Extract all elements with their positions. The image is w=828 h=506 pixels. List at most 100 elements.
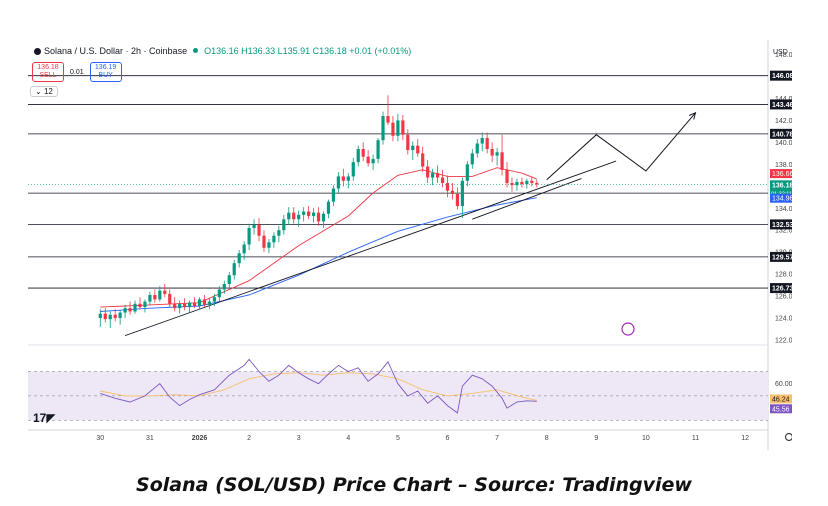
level-price-label: 126.73	[772, 286, 792, 293]
sell-button[interactable]: 136.18 SELL	[32, 62, 64, 82]
ohlc-readout: O136.16 H136.33 L135.91 C136.18 +0.01 (+…	[204, 46, 412, 56]
candle-body	[202, 299, 207, 305]
candle-body	[207, 301, 212, 305]
level-price-label: 132.53	[772, 222, 792, 229]
candle-body	[123, 308, 127, 313]
rsi-value-label: 45.56	[772, 406, 790, 413]
candle-body	[376, 140, 380, 159]
candle-body	[455, 194, 460, 207]
logo-text: 17	[33, 411, 47, 425]
candle-body	[148, 294, 152, 302]
time-tick-label: 9	[594, 435, 598, 442]
time-tick-label: 11	[692, 435, 699, 442]
candle-body	[391, 122, 395, 136]
candle-body	[450, 190, 455, 194]
price-chart[interactable]: USD122.00124.00126.00128.00130.00132.001…	[28, 40, 792, 450]
candle-body	[163, 290, 167, 294]
candle-body	[247, 228, 251, 245]
level-price-tag	[770, 219, 792, 230]
candle-body	[143, 301, 147, 308]
candle-body	[411, 145, 415, 151]
candle-body	[401, 120, 405, 135]
time-tick-label: 10	[642, 435, 650, 442]
time-tick-label: 13	[791, 435, 792, 442]
candle-body	[520, 181, 524, 185]
candle-body	[272, 235, 276, 243]
rsi-tick-label: 60.00	[775, 381, 792, 388]
candle-body	[381, 116, 385, 141]
candle-body	[406, 134, 410, 151]
candle-body	[515, 181, 519, 186]
buy-price: 136.19	[94, 64, 117, 71]
rsi-value-tag	[770, 404, 792, 414]
candle-body	[103, 313, 107, 320]
indicators-toggle[interactable]: ⌄ 12	[30, 86, 58, 97]
candle-body	[535, 183, 539, 185]
projection-arrowhead	[688, 111, 697, 120]
chevron-down-icon: ⌄	[35, 87, 42, 96]
candle-body	[485, 138, 489, 149]
candle-body	[500, 152, 504, 170]
candle-body	[128, 308, 132, 312]
price-tick-label: 126.00	[775, 294, 792, 301]
candle-body	[98, 313, 102, 319]
trendline	[124, 160, 617, 337]
candle-body	[445, 183, 450, 191]
candle-body	[530, 180, 534, 184]
candle-body	[396, 120, 400, 136]
replay-icon[interactable]	[621, 322, 635, 336]
candle-body	[326, 201, 331, 214]
buy-button[interactable]: 136.19 BUY	[89, 62, 122, 82]
candle-body	[475, 143, 479, 154]
candle-body	[356, 148, 360, 163]
candle-body	[183, 303, 187, 308]
settings-gear-icon[interactable]	[784, 432, 793, 442]
figure-caption: Solana (SOL/USD) Price Chart – Source: T…	[136, 474, 692, 496]
candle-body	[311, 212, 316, 216]
time-tick-label: 6	[446, 435, 450, 442]
sell-label: SELL	[39, 72, 57, 79]
price-tick-label: 122.00	[775, 338, 792, 345]
time-tick-label: 3	[297, 435, 301, 442]
candle-body	[212, 297, 216, 302]
candle-body	[168, 293, 172, 304]
candle-body	[222, 284, 226, 290]
price-tick-label: 134.00	[775, 206, 792, 213]
rsi-ma-value-label: 46.24	[772, 396, 790, 403]
level-price-label: 140.78	[772, 131, 792, 138]
candle-body	[336, 176, 340, 189]
price-tick-label: 132.00	[775, 228, 792, 235]
candle-body	[173, 303, 177, 309]
candle-body	[138, 303, 142, 308]
candle-body	[302, 211, 306, 215]
symbol-dot-icon	[34, 48, 41, 55]
time-tick-label: 5	[396, 435, 400, 442]
price-tick-label: 142.00	[775, 118, 792, 125]
indicator-count: 12	[43, 87, 53, 96]
time-tick-label: 4	[346, 435, 350, 442]
candle-body	[262, 235, 266, 248]
chart-frame: USD122.00124.00126.00128.00130.00132.001…	[28, 40, 792, 450]
candle-body	[421, 153, 425, 167]
candle-body	[237, 253, 241, 264]
price-tick-label: 138.00	[775, 162, 792, 169]
trade-buttons: 136.18 SELL 0.01 136.19 BUY	[32, 62, 122, 82]
candle-body	[118, 312, 122, 319]
projection-path	[546, 112, 696, 181]
ma-red-price-tag	[770, 169, 792, 179]
candle-body	[460, 180, 464, 207]
level-price-tag	[770, 99, 792, 110]
candle-body	[133, 303, 137, 312]
level-price-tag	[770, 70, 792, 81]
candle-body	[465, 164, 469, 181]
candle-body	[505, 169, 509, 184]
candle-body	[297, 214, 301, 220]
time-tick-label: 2026	[192, 435, 208, 442]
candle-body	[192, 302, 197, 306]
spread-value: 0.01	[70, 68, 84, 76]
candle-body	[331, 188, 336, 202]
candle-body	[282, 219, 286, 231]
trendline	[472, 178, 582, 220]
candle-body	[307, 211, 311, 216]
tradingview-logo-icon[interactable]: 17◤	[33, 411, 56, 425]
